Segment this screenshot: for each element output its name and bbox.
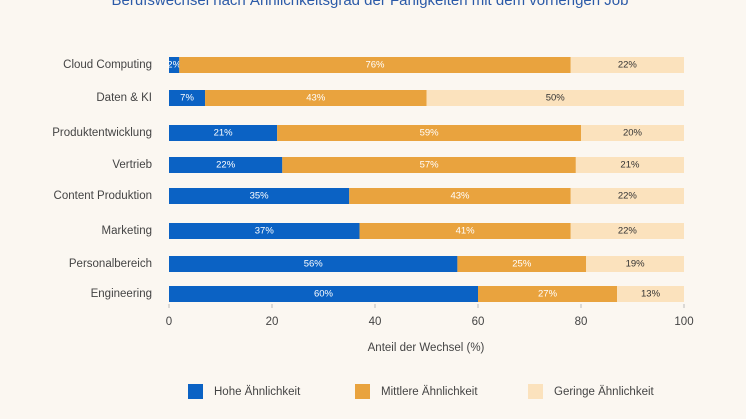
y-tick-label: Daten & KI — [96, 92, 152, 104]
x-tick-label: 80 — [575, 316, 588, 328]
bar-segment — [169, 125, 278, 141]
bar-segment — [349, 188, 571, 204]
data-label: 13% — [641, 289, 661, 300]
bar-segment — [581, 125, 684, 141]
bar-segment — [169, 57, 180, 73]
data-label: 25% — [512, 259, 532, 270]
data-label: 7% — [180, 93, 194, 104]
bar-segment — [570, 57, 684, 73]
bar-segment — [205, 90, 427, 106]
chart-title: Berufswechsel nach Ähnlichkeitsgrad der … — [112, 0, 629, 9]
bar-segment — [169, 256, 458, 272]
data-label: 43% — [306, 93, 326, 104]
bar-segment — [575, 157, 684, 173]
bar-segment — [570, 223, 684, 239]
data-label: 22% — [618, 191, 638, 202]
x-tick-label: 0 — [166, 316, 172, 328]
legend-swatch — [355, 384, 370, 399]
data-label: 21% — [620, 160, 640, 171]
y-tick-label: Produktentwicklung — [52, 127, 152, 139]
legend-label: Hohe Ähnlichkeit — [214, 386, 301, 398]
data-label: 50% — [546, 93, 566, 104]
bar-segment — [478, 286, 618, 302]
bar-segment — [169, 223, 360, 239]
data-label: 59% — [420, 128, 440, 139]
bar-segment — [359, 223, 571, 239]
data-label: 41% — [456, 226, 476, 237]
data-label: 20% — [623, 128, 643, 139]
data-label: 22% — [618, 226, 638, 237]
data-label: 56% — [304, 259, 324, 270]
legend-label: Geringe Ähnlichkeit — [554, 386, 655, 398]
y-tick-label: Content Produktion — [54, 190, 152, 202]
legend-label: Mittlere Ähnlichkeit — [381, 386, 478, 398]
data-label: 37% — [255, 226, 275, 237]
data-label: 27% — [538, 289, 558, 300]
data-label: 60% — [314, 289, 334, 300]
bar-segment — [169, 188, 350, 204]
x-axis-label: Anteil der Wechsel (%) — [368, 342, 485, 354]
data-label: 76% — [365, 60, 385, 71]
y-tick-label: Vertrieb — [112, 159, 152, 171]
x-tick-label: 20 — [266, 316, 279, 328]
y-tick-label: Personalbereich — [69, 258, 152, 270]
bar-segment — [586, 256, 684, 272]
bar-segment — [169, 157, 283, 173]
bar-segment — [617, 286, 684, 302]
y-tick-label: Engineering — [91, 288, 152, 300]
data-label: 43% — [450, 191, 470, 202]
data-label: 57% — [420, 160, 440, 171]
legend-swatch — [188, 384, 203, 399]
bar-segment — [570, 188, 684, 204]
x-tick-label: 40 — [369, 316, 382, 328]
bar-segment — [169, 90, 206, 106]
data-label: 35% — [250, 191, 270, 202]
bar-segment — [282, 157, 576, 173]
bar-segment — [457, 256, 587, 272]
legend-swatch — [528, 384, 543, 399]
x-tick-label: 60 — [472, 316, 485, 328]
data-label: 2% — [167, 60, 181, 71]
data-label: 22% — [618, 60, 638, 71]
bar-segment — [426, 90, 684, 106]
bar-segment — [169, 286, 478, 302]
bar-segment — [277, 125, 581, 141]
y-tick-label: Cloud Computing — [63, 59, 152, 71]
x-tick-label: 100 — [674, 316, 693, 328]
bar-segment — [179, 57, 571, 73]
data-label: 21% — [214, 128, 234, 139]
y-tick-label: Marketing — [102, 225, 153, 237]
data-label: 22% — [216, 160, 236, 171]
data-label: 19% — [626, 259, 646, 270]
